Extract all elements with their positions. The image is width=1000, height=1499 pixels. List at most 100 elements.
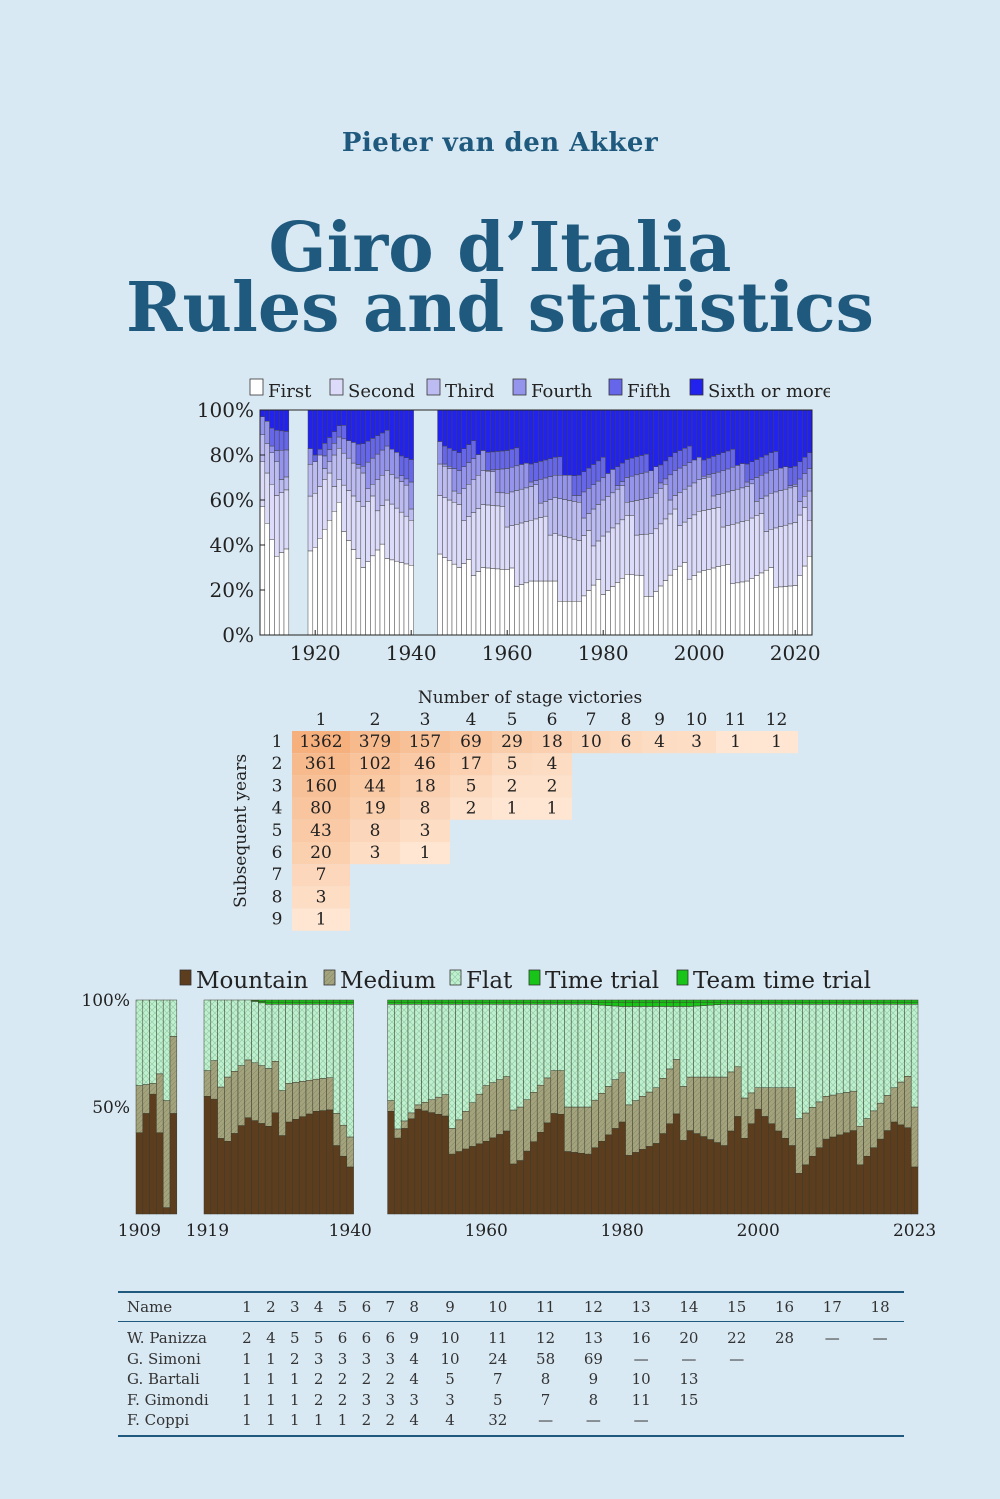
bar-1965-mountain (516, 1160, 524, 1215)
bar-2019-fifth (787, 467, 794, 486)
table-cell: 11 (631, 1390, 651, 1409)
bar-1961-flat (489, 1004, 497, 1083)
bar-1920-fifth (312, 454, 318, 462)
bar-1997-third (682, 488, 688, 523)
bar-1952-time-trial (428, 1001, 436, 1005)
bar-1976-team-time-trial (591, 999, 599, 1003)
bar-2003-fifth (710, 456, 717, 474)
bar-1935-medium (312, 1078, 320, 1112)
table-cell: 7 (540, 1390, 551, 1409)
bar-1970-second (552, 533, 558, 582)
heatmap-cell (610, 731, 642, 754)
bar-1957-flat (462, 1004, 470, 1112)
bar-1924-sixth-or-more (331, 409, 338, 432)
bar-1920-second (312, 493, 318, 548)
bar-1952-sixth-or-more (466, 409, 472, 445)
bar-1989-third (643, 498, 650, 535)
bar-1936-flat (319, 1004, 327, 1079)
bar-1962-flat (496, 1004, 504, 1080)
bar-1998-fourth (686, 462, 693, 487)
bar-2014-first (763, 569, 770, 636)
bar-1978-third (590, 508, 597, 547)
bar-1931-sixth-or-more (365, 409, 371, 442)
bar-2013-team-time-trial (842, 999, 851, 1003)
bar-1960-third (504, 493, 510, 528)
table-row: G. Simoni 1 1 2 3 3 3 3 4 10 24 58 69— — — (118, 1349, 904, 1370)
bar-1992-mountain (700, 1136, 708, 1215)
bar-2023-medium (910, 1106, 919, 1168)
bar-1930-second (360, 506, 366, 568)
bar-1970-time-trial (550, 1001, 558, 1005)
bar-1962-team-time-trial (496, 999, 504, 1003)
bar-2018-flat (876, 1004, 885, 1104)
bar-2019-third (787, 487, 794, 525)
bar-2022-flat (904, 1004, 912, 1077)
bar-2016-flat (863, 1004, 871, 1119)
bar-2020-second (792, 522, 798, 586)
table-cell: 3 (409, 1390, 419, 1409)
bar-1911-third (269, 452, 275, 485)
bar-2006-mountain (795, 1173, 803, 1215)
table-cell: 1 (266, 1370, 276, 1389)
bar-1927-sixth-or-more (346, 409, 352, 441)
table-cell: 11 (488, 1329, 508, 1348)
bar-1989-medium (679, 1086, 688, 1141)
bar-1931-flat (285, 1004, 293, 1084)
bar-1959-second (499, 506, 506, 570)
bar-1914-fifth (283, 431, 290, 451)
bar-1988-time-trial (672, 1001, 681, 1007)
bar-1947-second (442, 497, 448, 558)
table-cell: 2 (242, 1329, 252, 1348)
bar-1946-flat (387, 1004, 395, 1101)
bar-1967-fifth (538, 461, 544, 480)
bar-1939-team-time-trial (339, 999, 348, 1003)
bar-1960-fourth (504, 468, 510, 494)
bar-1955-team-time-trial (448, 999, 456, 1003)
bar-1923-second (326, 472, 333, 521)
bar-1981-first (605, 590, 611, 636)
bar-2000-mountain (754, 1108, 762, 1215)
bar-1973-first (566, 601, 573, 636)
bar-1974-fifth (571, 475, 578, 496)
x-tick-label: 1919 (186, 1221, 229, 1241)
bar-2021-flat (897, 1004, 905, 1083)
bar-1935-time-trial (312, 1001, 320, 1005)
bar-1950-first (456, 567, 462, 636)
bar-1922-sixth-or-more (322, 409, 328, 444)
y-tick-label: 100% (197, 398, 254, 422)
bar-2023-mountain (910, 1166, 919, 1215)
bar-2020-team-time-trial (890, 999, 898, 1003)
bar-1984-mountain (645, 1146, 654, 1215)
table-cell: 4 (409, 1411, 419, 1430)
bar-1948-team-time-trial (400, 999, 409, 1003)
bar-2014-second (763, 531, 770, 571)
bar-1983-fifth (614, 466, 621, 486)
bar-1948-sixth-or-more (446, 409, 453, 449)
bar-1956-flat (455, 1004, 463, 1121)
bar-1957-time-trial (462, 1001, 470, 1005)
bar-2020-sixth-or-more (792, 409, 798, 467)
rider-name: F. Gimondi (127, 1390, 209, 1409)
bar-1979-team-time-trial (611, 999, 620, 1003)
bar-1946-medium (387, 1100, 395, 1112)
bar-1981-fourth (605, 473, 611, 497)
table-cell: 1 (313, 1411, 324, 1430)
bar-1947-flat (394, 1004, 402, 1130)
bar-1949-second (451, 502, 458, 565)
table-cell: 6 (361, 1329, 372, 1348)
bar-1990-flat (686, 1006, 694, 1078)
bar-1971-team-time-trial (557, 999, 565, 1003)
bar-1967-third (538, 502, 544, 518)
bar-1975-second (576, 540, 582, 602)
table-body: W. Panizza 2 4 5 5 6 6 6 9 10 11 12 13 16 20 22 28— — G. S… (118, 1322, 904, 1436)
heatmap-cell (292, 731, 350, 754)
bar-1985-second (624, 515, 630, 575)
bar-1988-team-time-trial (672, 999, 681, 1003)
bar-1914-fourth (283, 449, 290, 478)
bar-1972-second (562, 536, 568, 602)
heatmap-cell (400, 775, 450, 798)
bar-1954-mountain (441, 1115, 450, 1215)
bar-1981-team-time-trial (625, 999, 633, 1003)
bar-1931-fifth (365, 440, 371, 463)
